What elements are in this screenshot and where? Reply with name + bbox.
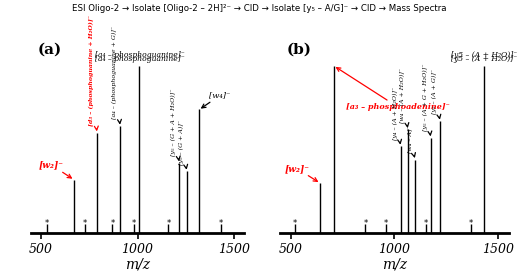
Text: [w₂]⁻: [w₂]⁻ [39,161,72,178]
Text: [a₄ – phosphoguanine]⁻: [a₄ – phosphoguanine]⁻ [94,55,184,63]
Text: *: * [45,219,49,228]
Text: *: * [110,219,115,228]
Text: [y₅ – (A + G + H₂O)]⁻: [y₅ – (A + G + H₂O)]⁻ [422,64,432,135]
Text: (a): (a) [37,43,62,57]
X-axis label: m/z: m/z [125,258,150,272]
Text: *: * [363,219,367,228]
Text: [y₄ – (A + H₂O)]⁻: [y₄ – (A + H₂O)]⁻ [392,86,402,143]
Text: ESI Oligo-2 → Isolate [Oligo-2 – 2H]²⁻ → CID → Isolate [y₅ – A/G]⁻ → CID → Mass : ESI Oligo-2 → Isolate [Oligo-2 – 2H]²⁻ →… [72,4,447,13]
Text: *: * [167,219,171,228]
Text: [a₃ – phosphoadenine]⁻: [a₃ – phosphoadenine]⁻ [337,68,449,111]
Text: [y5 – (A + H₂O)]⁻: [y5 – (A + H₂O)]⁻ [450,52,517,65]
Text: [y5 – (A + H₂O)]⁻: [y5 – (A + H₂O)]⁻ [450,55,517,63]
Text: [w₄]⁻: [w₄]⁻ [202,92,230,108]
Text: [w₂]⁻: [w₂]⁻ [284,164,317,181]
Text: [a₄ – (phosphoguanine + G)]⁻: [a₄ – (phosphoguanine + G)]⁻ [112,26,121,123]
Text: [y₅ – (A + G)]⁻: [y₅ – (A + G)]⁻ [432,69,441,118]
Text: [d₃ – (phosphoguanine + H₂O)]⁻: [d₃ – (phosphoguanine + H₂O)]⁻ [89,15,98,130]
Text: *: * [131,219,136,228]
Text: [y₅ – (G + A + H₂O)]⁻: [y₅ – (G + A + H₂O)]⁻ [171,89,180,160]
Text: *: * [424,219,428,228]
Text: *: * [469,219,473,228]
Text: *: * [384,219,388,228]
Text: [y₅ – (G + A)]⁻: [y₅ – (G + A)]⁻ [179,119,187,169]
Text: (b): (b) [287,43,312,57]
Text: *: * [218,219,223,228]
Text: [w₄ – A]⁻: [w₄ – A]⁻ [407,125,415,157]
Text: *: * [83,219,87,228]
X-axis label: m/z: m/z [382,258,407,272]
Text: *: * [293,219,297,228]
Text: [w₄ – (A + H₂O)]⁻: [w₄ – (A + H₂O)]⁻ [400,68,409,127]
Text: [a₄ – phosphoguanine]⁻: [a₄ – phosphoguanine]⁻ [94,52,184,65]
